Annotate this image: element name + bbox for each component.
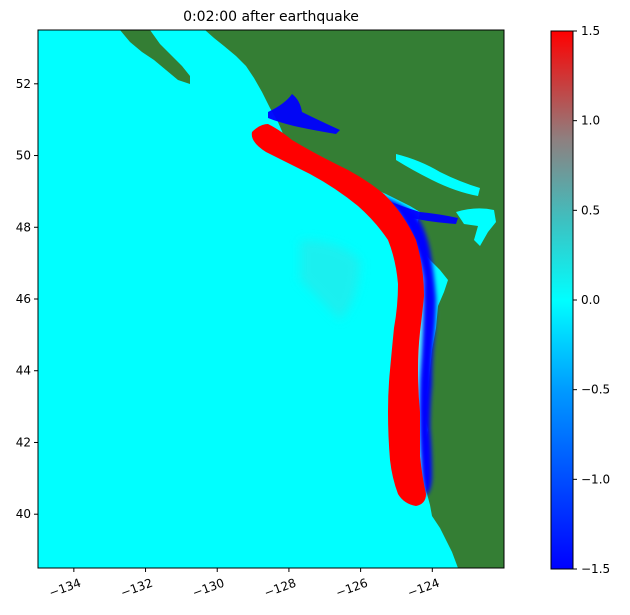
y-axis: 40 42 44 46 48 50 52 — [16, 77, 38, 521]
inland-water-strait — [376, 196, 458, 224]
negative-wave — [382, 196, 436, 496]
colorbar-tick-label: 1.5 — [581, 24, 600, 38]
x-tick-label: −134 — [47, 576, 83, 600]
y-tick-label: 52 — [16, 77, 31, 91]
colorbar-gradient — [550, 30, 574, 570]
inland-water-sound — [396, 154, 480, 196]
colorbar-ticks: 1.5 1.0 0.5 0.0 −0.5 −1.0 −1.5 — [573, 24, 610, 576]
x-tick-label: −124 — [406, 576, 442, 600]
colorbar-tick-label: 1.0 — [581, 114, 600, 128]
colorbar-tick-label: −1.5 — [581, 562, 610, 576]
colorbar: 1.5 1.0 0.5 0.0 −0.5 −1.0 −1.5 — [550, 24, 610, 576]
x-tick-label: −128 — [262, 576, 298, 600]
y-tick-label: 50 — [16, 149, 31, 163]
offshore-shading — [300, 240, 360, 320]
island-north — [120, 30, 190, 84]
colorbar-tick-label: 0.0 — [581, 293, 600, 307]
colorbar-tick-label: −0.5 — [581, 383, 610, 397]
x-tick-label: −126 — [334, 576, 370, 600]
map-area — [38, 30, 504, 568]
map-title: 0:02:00 after earthquake — [183, 9, 359, 25]
y-tick-label: 46 — [16, 292, 31, 306]
y-tick-label: 40 — [16, 507, 31, 521]
x-tick-label: −130 — [190, 576, 226, 600]
y-tick-label: 42 — [16, 435, 31, 449]
y-tick-label: 44 — [16, 364, 31, 378]
positive-wave — [251, 124, 426, 506]
inland-water-north — [268, 94, 340, 134]
y-tick-label: 48 — [16, 220, 31, 234]
colorbar-tick-label: 0.5 — [581, 203, 600, 217]
x-axis: −134 −132 −130 −128 −126 −124 — [47, 568, 441, 600]
colorbar-tick-label: −1.0 — [581, 472, 610, 486]
x-tick-label: −132 — [119, 576, 155, 600]
inland-water-puget — [456, 208, 496, 246]
